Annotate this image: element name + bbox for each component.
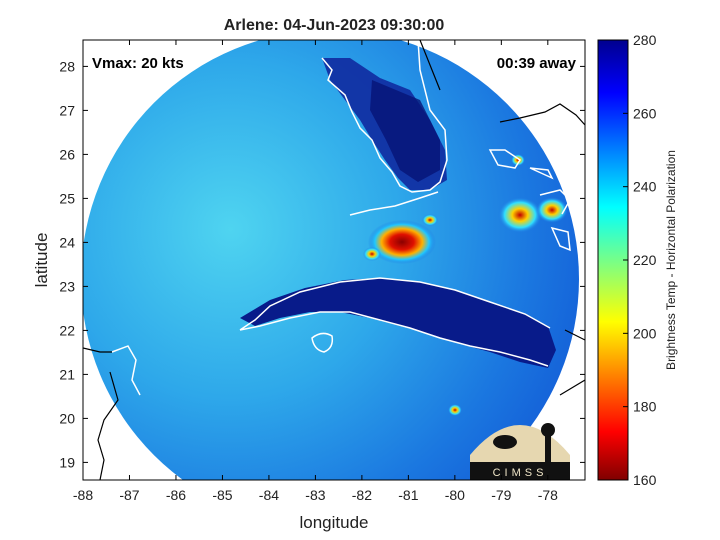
x-axis: -88 -87 -86 -85 -84 -83 -82 -81 -80 -79 -78	[73, 40, 558, 503]
y-tick-label: 21	[59, 366, 75, 382]
y-tick-label: 20	[59, 410, 75, 426]
coastline-hispaniola	[559, 329, 585, 396]
x-tick-label: -87	[119, 487, 139, 503]
colorbar-ticks: 160 180 200 220 240 260 280	[623, 32, 657, 488]
x-axis-label: longitude	[299, 513, 368, 532]
microwave-swath	[83, 40, 579, 480]
coastlines	[111, 40, 571, 396]
y-tick-label: 27	[59, 102, 75, 118]
coastline-east-bahamas	[499, 103, 585, 126]
logo-tower	[545, 430, 551, 462]
plot-frame	[82, 39, 586, 481]
colorbar-tick-label: 280	[633, 32, 657, 48]
y-tick-label: 25	[59, 190, 75, 206]
logo-dish	[493, 435, 517, 449]
chart-title: Arlene: 04-Jun-2023 09:30:00	[224, 17, 445, 34]
florida-west-coast	[321, 40, 448, 193]
x-tick-label: -84	[259, 487, 279, 503]
x-tick-label: -82	[352, 487, 372, 503]
colorbar-tick-label: 260	[633, 105, 657, 121]
convective-cell-east-1	[498, 197, 542, 233]
isle-of-youth	[311, 332, 334, 353]
colorbar: 160 180 200 220 240 260 280 Brightness Temp - …	[597, 32, 678, 488]
florida-interior-region	[370, 80, 440, 182]
y-axis-label: latitude	[32, 233, 51, 288]
x-tick-label: -81	[398, 487, 418, 503]
x-tick-label: -88	[73, 487, 93, 503]
x-tick-label: -83	[305, 487, 325, 503]
colorbar-tick-label: 220	[633, 252, 657, 268]
y-tick-label: 28	[59, 58, 75, 74]
x-tick-label: -80	[445, 487, 465, 503]
y-tick-label: 23	[59, 278, 75, 294]
logo-tank	[541, 423, 555, 437]
logo-banner	[470, 462, 570, 480]
x-tick-label: -85	[212, 487, 232, 503]
plot-area: CIMSS	[83, 40, 585, 480]
cuba-coast	[239, 277, 551, 367]
colorbar-tick-label: 240	[633, 179, 657, 195]
bahamas-andros	[488, 149, 554, 180]
cuba-warm-land	[240, 278, 556, 368]
convective-cell-east-2	[536, 197, 568, 223]
x-tick-label: -79	[491, 487, 511, 503]
x-tick-label: -86	[166, 487, 186, 503]
convective-core-main	[368, 220, 436, 264]
y-tick-label: 24	[59, 234, 75, 250]
yucatan-coast	[111, 345, 141, 396]
colorbar-tick-label: 160	[633, 472, 657, 488]
convective-cell-south	[448, 404, 462, 416]
cimss-logo: CIMSS	[470, 423, 570, 480]
convective-cell-small	[363, 247, 381, 261]
coastlines-outside	[83, 40, 585, 480]
time-away-label: 00:39 away	[497, 55, 577, 72]
y-tick-label: 26	[59, 146, 75, 162]
convective-cell-keys	[422, 214, 438, 226]
y-tick-label: 19	[59, 454, 75, 470]
florida-keys	[349, 191, 439, 216]
cimss-logo-text: CIMSS	[493, 467, 548, 479]
colorbar-tick-label: 200	[633, 325, 657, 341]
coastline-northeast-segment	[419, 40, 441, 91]
coastline-yucatan	[83, 347, 119, 480]
bahamas-islands	[539, 189, 571, 252]
colorbar-label: Brightness Temp - Horizontal Polarizatio…	[664, 150, 678, 370]
y-axis: 19 20 21 22 23 24 25 26 27 28	[59, 58, 585, 470]
x-tick-label: -78	[538, 487, 558, 503]
y-tick-label: 22	[59, 322, 75, 338]
vmax-label: Vmax: 20 kts	[92, 55, 184, 72]
colorbar-tick-label: 180	[633, 399, 657, 415]
